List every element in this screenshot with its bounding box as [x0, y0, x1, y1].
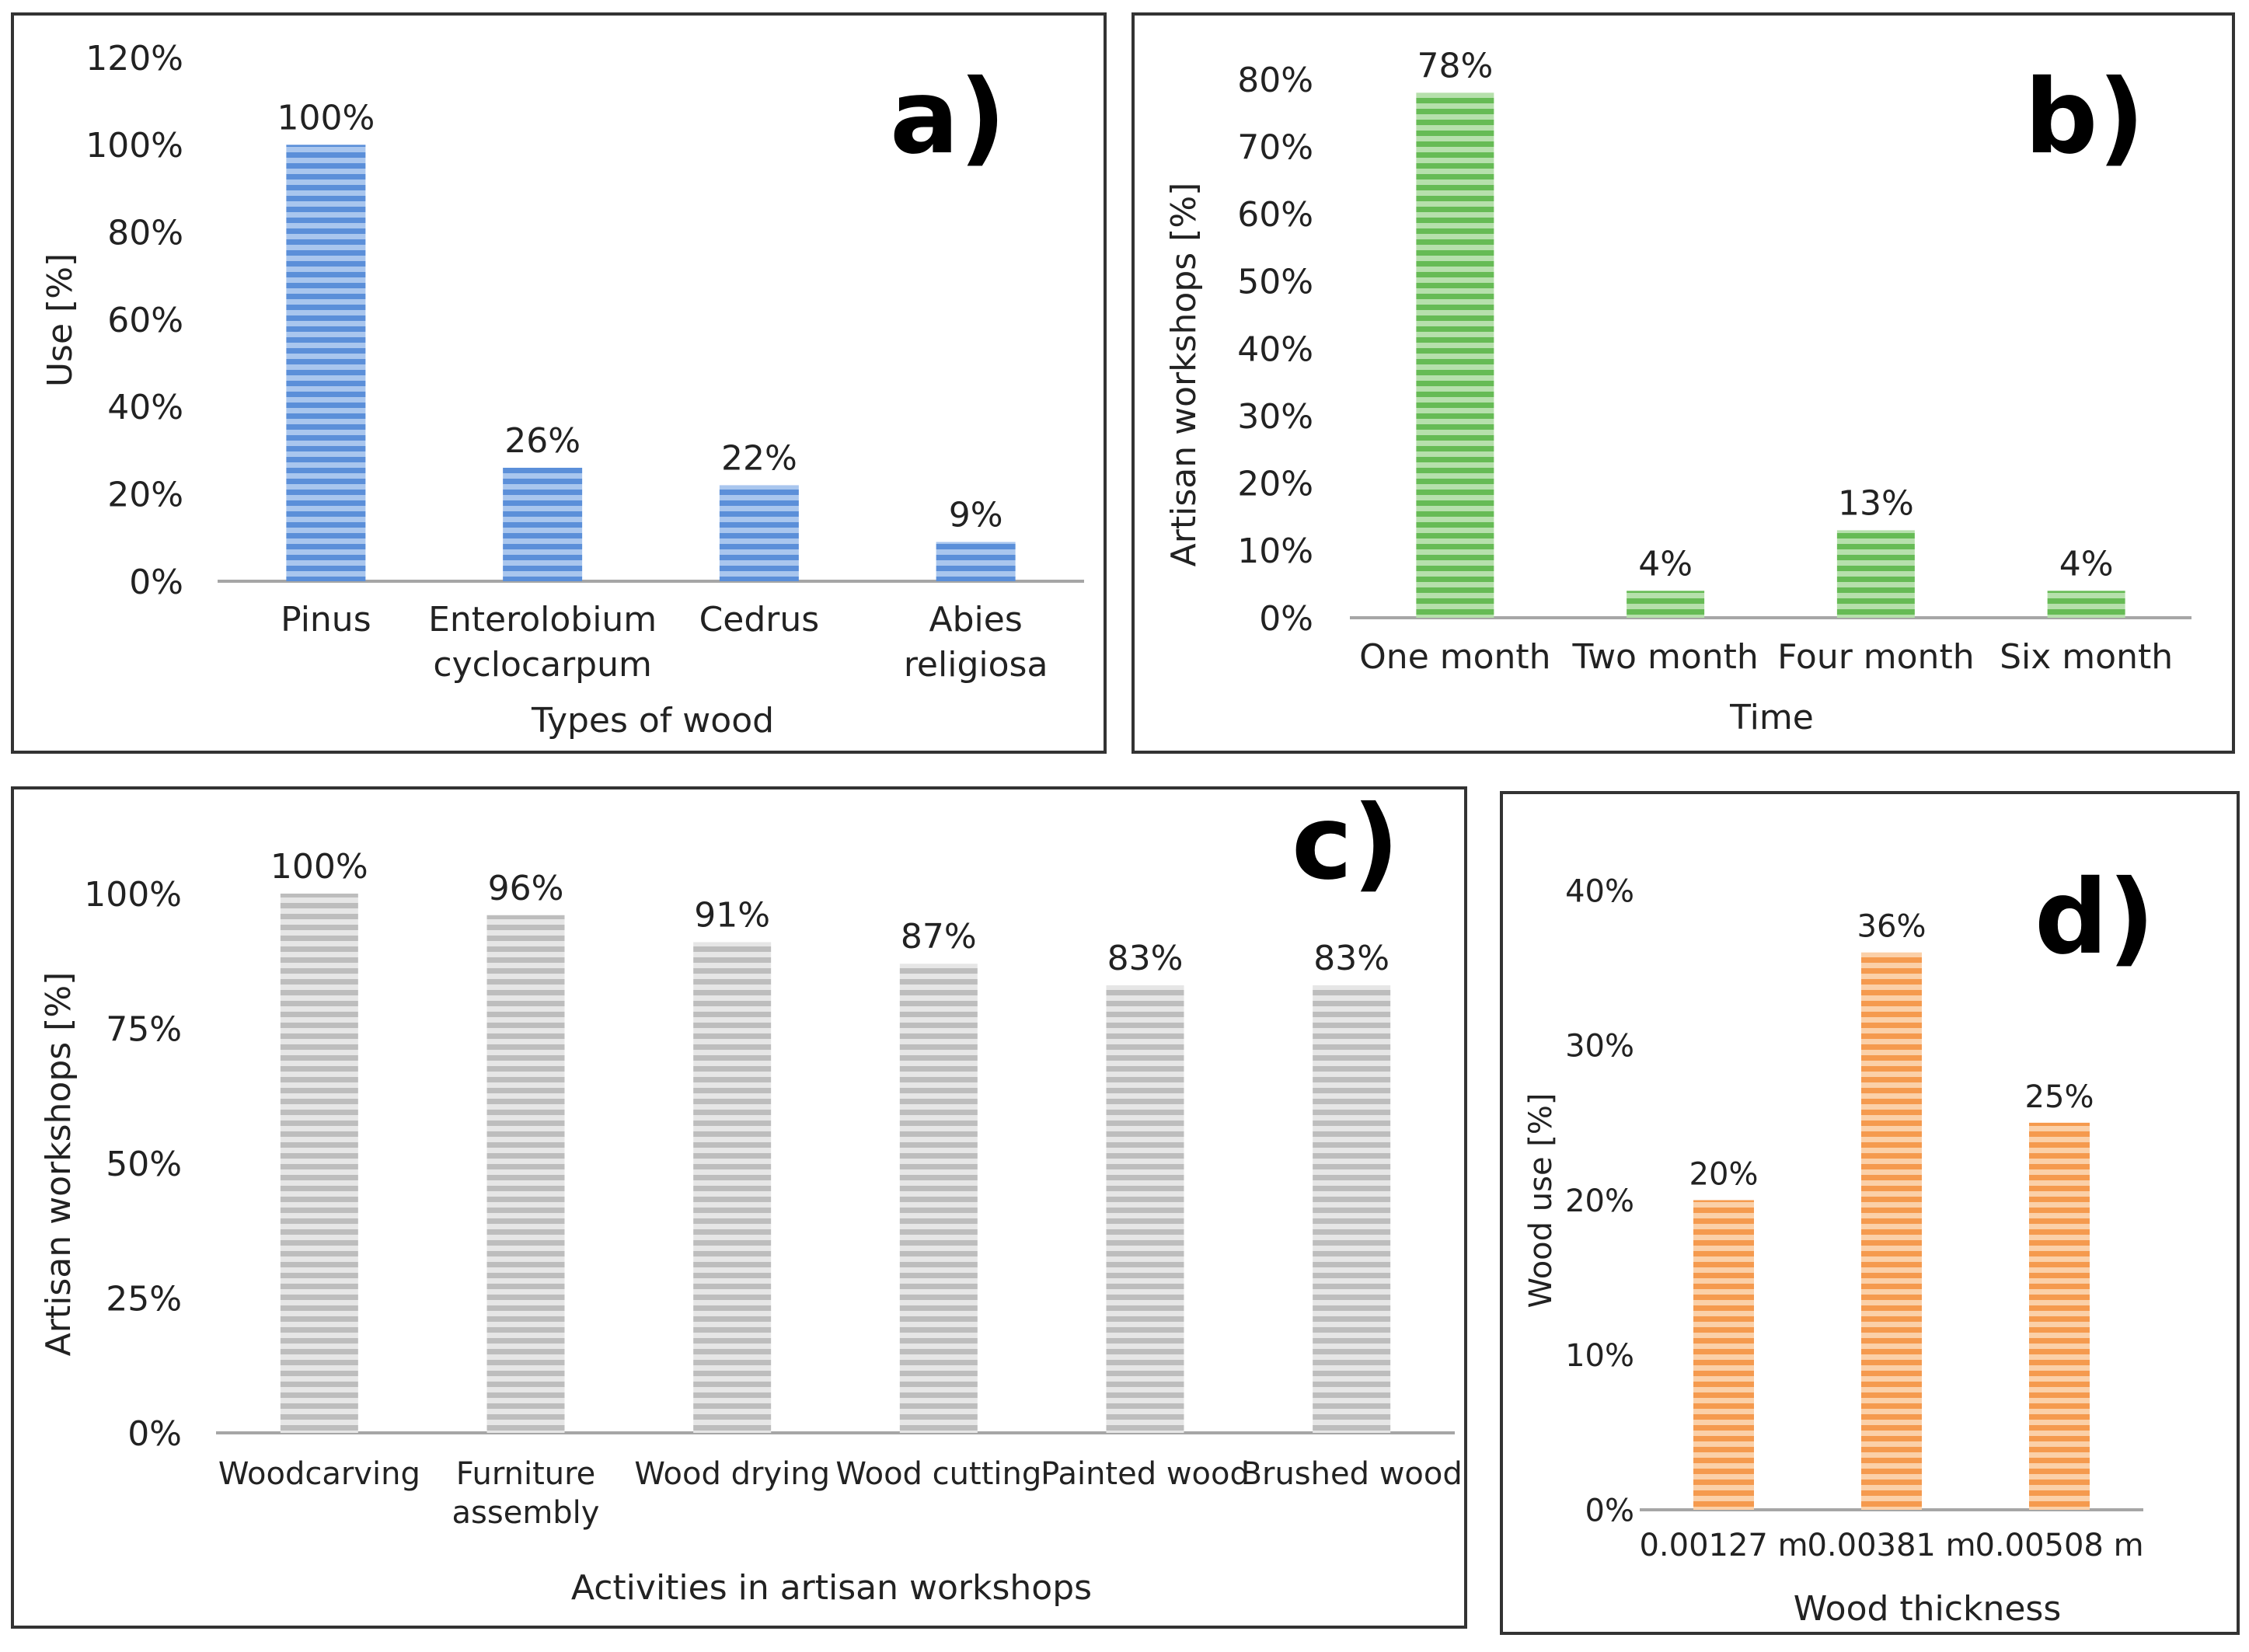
data-label: 36%	[1857, 909, 1926, 945]
x-tick-label: 0.00127 m	[1639, 1528, 1808, 1563]
x-tick-label: Four month	[1777, 637, 1974, 677]
data-label: 96%	[488, 869, 564, 908]
y-tick-label: 30%	[1237, 397, 1313, 437]
chart-panel-c: 0% 25% 50% 75% 100% 100% Woodcarving 96% Furnitu…	[11, 783, 1467, 1629]
x-tick-label: Wood drying	[634, 1456, 830, 1492]
x-axis-title: Activities in artisan workshops	[571, 1568, 1092, 1608]
x-tick-label: Brushed wood	[1241, 1456, 1463, 1492]
y-tick-label: 75%	[106, 1009, 182, 1049]
y-tick-label: 30%	[1565, 1029, 1634, 1065]
bar	[286, 145, 366, 582]
panel-label: d)	[2035, 858, 2155, 978]
y-axis-title: Wood use [%]	[1523, 1093, 1559, 1309]
y-tick-label: 80%	[107, 214, 183, 253]
data-label: 87%	[901, 917, 977, 957]
x-tick-label: Painted wood	[1041, 1456, 1250, 1492]
y-tick-label: 20%	[1237, 465, 1313, 504]
y-tick-label: 50%	[106, 1145, 182, 1184]
x-tick-label: One month	[1359, 637, 1550, 677]
bar	[2029, 1122, 2090, 1510]
bar	[1106, 985, 1184, 1433]
chart-panel-b: 0% 10% 20% 30% 40% 50% 60% 70% 80% 78% One month 4%…	[1131, 12, 2235, 754]
bar	[2047, 591, 2125, 618]
bar	[1313, 985, 1391, 1433]
x-tick-label: 0.00381 m	[1807, 1528, 1975, 1563]
x-tick-label: Six month	[2000, 637, 2173, 677]
x-axis-title: Time	[1729, 698, 1814, 737]
y-tick-label: 60%	[1237, 195, 1313, 235]
data-label: 91%	[694, 895, 770, 935]
bar	[1416, 92, 1494, 618]
y-tick-label: 40%	[1237, 329, 1313, 369]
bar	[693, 942, 772, 1433]
y-tick-label: 0%	[127, 1414, 182, 1454]
x-tick-label: Cedrus	[699, 600, 820, 640]
y-tick-label: 10%	[1565, 1338, 1634, 1374]
y-tick-label: 80%	[1237, 61, 1313, 100]
y-tick-label: 0%	[129, 563, 183, 602]
data-label: 83%	[1107, 939, 1184, 978]
data-label: 78%	[1417, 46, 1493, 85]
bar	[899, 964, 978, 1433]
x-tick-label: religiosa	[904, 645, 1048, 685]
data-label: 20%	[1689, 1157, 1759, 1193]
bar	[1627, 591, 1705, 618]
bar	[486, 915, 565, 1433]
y-axis-title: Artisan workshops [%]	[1164, 183, 1204, 567]
data-label: 9%	[949, 495, 1003, 535]
data-label: 83%	[1313, 939, 1389, 978]
bar	[503, 467, 583, 581]
data-label: 13%	[1838, 483, 1914, 523]
panel-label: c)	[1292, 783, 1400, 903]
chart-panel-a: 0% 20% 40% 60% 80% 100% 120% 100% Pinus 26% Entero…	[11, 12, 1107, 754]
y-tick-label: 120%	[85, 39, 183, 78]
panel-frame-b	[1131, 12, 2235, 754]
bar	[1693, 1200, 1754, 1510]
data-label: 22%	[721, 438, 797, 478]
data-label: 4%	[2059, 544, 2114, 584]
x-tick-label: Wood cutting	[835, 1456, 1041, 1492]
bar	[719, 485, 799, 581]
data-label: 100%	[277, 98, 375, 138]
x-axis-title: Types of wood	[531, 701, 774, 741]
y-axis-title: Artisan workshops [%]	[39, 972, 78, 1357]
y-tick-label: 100%	[84, 875, 182, 915]
x-tick-label: Pinus	[281, 600, 371, 640]
x-tick-label: cyclocarpum	[433, 645, 652, 685]
y-tick-label: 70%	[1237, 127, 1313, 167]
data-label: 100%	[270, 847, 368, 887]
panel-label: b)	[2024, 58, 2145, 177]
y-tick-label: 40%	[107, 388, 183, 427]
panel-label: a)	[890, 58, 1006, 177]
data-label: 26%	[504, 421, 581, 461]
chart-panel-d: 0% 10% 20% 30% 40% 20% 0.00127 m 36% 0.00381 m 25…	[1500, 791, 2240, 1635]
y-tick-label: 60%	[107, 301, 183, 340]
x-axis-title: Wood thickness	[1794, 1589, 2062, 1629]
x-tick-label: Abies	[929, 600, 1023, 640]
y-tick-label: 0%	[1585, 1493, 1634, 1528]
data-label: 25%	[2025, 1079, 2094, 1115]
y-tick-label: 40%	[1565, 873, 1634, 909]
y-tick-label: 50%	[1237, 263, 1313, 302]
panel-frame-a	[11, 12, 1107, 754]
x-tick-label: assembly	[452, 1495, 600, 1531]
x-tick-label: Woodcarving	[218, 1456, 420, 1492]
x-tick-label: Two month	[1571, 637, 1758, 677]
y-tick-label: 25%	[106, 1279, 182, 1319]
bar	[1836, 530, 1915, 618]
bar	[936, 542, 1016, 581]
data-label: 4%	[1638, 544, 1693, 584]
y-axis-title: Use [%]	[40, 253, 80, 387]
x-tick-label: 0.00508 m	[1975, 1528, 2143, 1563]
bar	[1861, 952, 1922, 1510]
x-tick-label: Furniture	[456, 1456, 596, 1492]
y-tick-label: 20%	[107, 476, 183, 515]
y-tick-label: 20%	[1565, 1183, 1634, 1219]
bar	[280, 894, 358, 1433]
y-tick-label: 0%	[1259, 599, 1313, 639]
x-tick-label: Enterolobium	[428, 600, 657, 640]
y-tick-label: 100%	[85, 126, 183, 166]
y-tick-label: 10%	[1237, 531, 1313, 571]
